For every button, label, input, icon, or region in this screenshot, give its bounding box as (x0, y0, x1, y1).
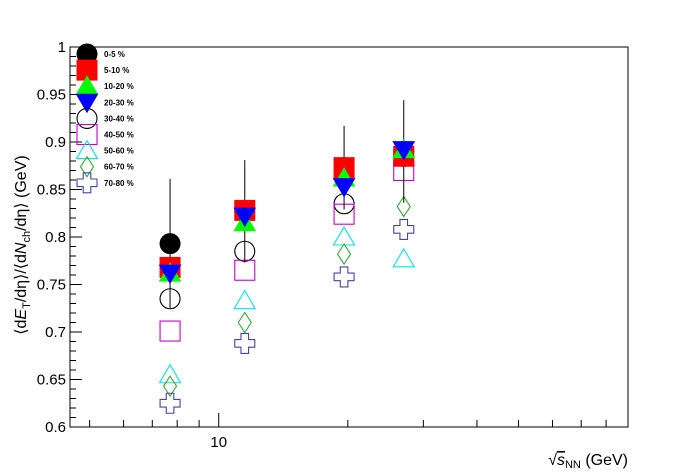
series-20-30 (158, 141, 416, 285)
legend-marker (79, 155, 95, 178)
y-title-part-3: T (21, 302, 33, 309)
y-title-part-4: /dη⟩/⟨d (13, 254, 30, 302)
data-point (162, 375, 178, 398)
legend-marker (76, 107, 98, 129)
legend-label: 40-50 % (104, 131, 134, 140)
legend-label: 10-20 % (104, 82, 134, 91)
y-tick-label: 0.75 (37, 277, 66, 294)
y-tick-label: 0.8 (45, 229, 66, 246)
y-tick-label: 1 (58, 39, 66, 56)
legend-label: 5-10 % (104, 66, 129, 75)
y-axis: 0.6 0.65 0.7 0.75 0.8 0.85 0.9 0.95 1 (37, 39, 82, 436)
legend-marker (76, 123, 98, 146)
data-point (392, 247, 416, 268)
x-tick-label: 10 (210, 434, 227, 451)
legend-label: 30-40 % (104, 114, 134, 123)
x-axis: 10 (89, 413, 629, 451)
x-title-symbol: s (557, 452, 565, 469)
series-70-80 (159, 218, 415, 414)
x-title-sqrt: √ (548, 452, 557, 469)
legend-marker (76, 172, 98, 194)
legend-entry: 60-70 % (79, 155, 134, 178)
data-point (333, 266, 355, 288)
data-layer (158, 100, 416, 414)
data-point (233, 289, 257, 310)
data-point (159, 320, 181, 342)
legend-entry: 70-80 % (76, 172, 134, 194)
data-point (237, 311, 252, 334)
legend-entry: 5-10 % (76, 59, 129, 81)
y-title-part-2: E (13, 309, 30, 320)
legend-label: 60-70 % (104, 163, 134, 172)
data-point (392, 141, 416, 161)
y-tick-label: 0.85 (37, 182, 66, 199)
legend-label: 20-30 % (104, 98, 134, 107)
x-title-subscript: NN (565, 459, 581, 471)
legend-label: 70-80 % (104, 179, 134, 188)
x-axis-title: √sNN (GeV) (548, 452, 628, 471)
legend-label: 0-5 % (104, 50, 125, 59)
data-point (332, 178, 356, 198)
data-point (393, 218, 415, 240)
y-tick-label: 0.9 (45, 134, 66, 151)
data-point (158, 363, 182, 384)
legend-marker (75, 139, 99, 160)
y-title-part-1: ⟨d (13, 320, 30, 335)
y-tick-label: 0.95 (37, 87, 66, 104)
y-tick-label: 0.7 (45, 324, 66, 341)
series-60-70 (162, 195, 411, 398)
legend-entry: 0-5 % (76, 43, 125, 65)
legend-label: 50-60 % (104, 147, 134, 156)
y-tick-label: 0.6 (45, 419, 66, 436)
series-50-60 (158, 225, 416, 384)
y-tick-label: 0.65 (37, 372, 66, 389)
legend-entry: 30-40 % (76, 107, 134, 129)
y-title-part-7: /dη⟩ (GeV) (13, 155, 30, 231)
y-title-part-6: ch (21, 231, 33, 243)
legend-entry: 40-50 % (76, 123, 134, 146)
data-point (234, 332, 256, 354)
legend: 0-5 % 5-10 % 10-20 % 20-30 % 30-40 % 40-50 % 5… (75, 43, 134, 194)
data-point (159, 392, 181, 414)
data-point (233, 207, 257, 228)
data-point (396, 195, 411, 218)
data-point (159, 233, 181, 255)
data-point (336, 243, 352, 266)
x-title-units: (GeV) (581, 452, 628, 469)
legend-marker (75, 93, 99, 114)
legend-entry: 50-60 % (75, 139, 134, 160)
y-axis-title: ⟨dET/dη⟩/⟨dNch/dη⟩ (GeV) (13, 155, 33, 334)
y-title-part-5: N (13, 242, 30, 254)
data-point (158, 264, 182, 285)
legend-entry: 20-30 % (75, 93, 134, 114)
